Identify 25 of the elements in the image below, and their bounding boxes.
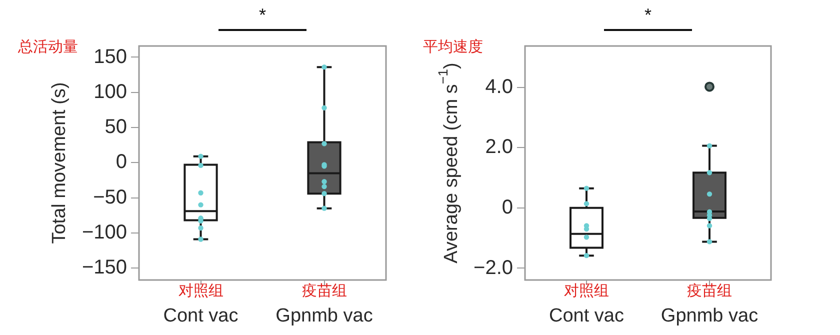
text: 疫苗组: [302, 282, 347, 300]
text: 平均速度: [423, 38, 483, 56]
x-tick-label: Gpnmb vac: [276, 306, 373, 327]
text: *: [644, 4, 652, 25]
text: 疫苗组: [687, 282, 732, 300]
text: 对照组: [178, 282, 224, 300]
x-tick-label: Gpnmb vac: [660, 306, 758, 327]
y-tick-label: 150: [94, 46, 127, 68]
y-tick-label: 100: [94, 80, 127, 103]
y-tick-label: 50: [104, 116, 127, 138]
text: 对照组: [564, 282, 609, 300]
text: 总活动量: [17, 38, 78, 56]
y-tick-label: 0: [502, 196, 513, 218]
y-tick-label: −100: [82, 221, 127, 244]
x-tick-label: Cont vac: [549, 306, 624, 327]
x-tick-label: Cont vac: [163, 306, 238, 327]
y-axis-title: Total movement (s): [49, 82, 70, 244]
y-tick-label: −150: [82, 256, 127, 279]
text: *: [258, 4, 266, 25]
y-tick-label: 4.0: [485, 76, 513, 98]
y-tick-label: −50: [93, 186, 127, 208]
y-tick-label: −2.0: [474, 256, 513, 279]
y-tick-label: 2.0: [485, 136, 513, 158]
y-axis-title: Average speed (cm s−1): [436, 62, 462, 264]
y-tick-label: 0: [116, 151, 127, 174]
